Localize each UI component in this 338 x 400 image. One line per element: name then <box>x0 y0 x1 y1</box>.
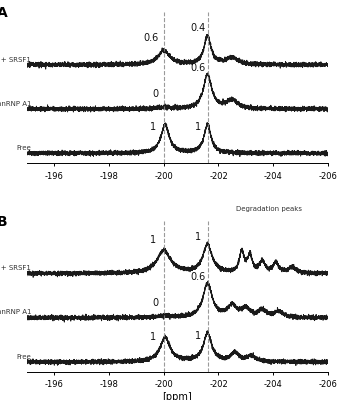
Text: 0: 0 <box>152 298 159 308</box>
Text: 1: 1 <box>195 331 201 341</box>
Text: Degradation peaks: Degradation peaks <box>236 206 302 212</box>
Text: 1: 1 <box>195 232 201 242</box>
Text: 0.6: 0.6 <box>144 33 159 43</box>
X-axis label: [ppm]: [ppm] <box>163 392 192 400</box>
Text: Free: Free <box>16 354 31 360</box>
Text: 1: 1 <box>150 122 156 132</box>
Text: 1: 1 <box>150 235 156 245</box>
Text: 1: 1 <box>150 332 156 342</box>
Text: + Sam68 + SRSF1: + Sam68 + SRSF1 <box>0 265 31 271</box>
Text: + Sam68 + SRSF1: + Sam68 + SRSF1 <box>0 56 31 62</box>
Text: 0: 0 <box>152 89 159 99</box>
Text: B: B <box>0 215 7 229</box>
Text: + Sam68 + hnRNP A1: + Sam68 + hnRNP A1 <box>0 101 31 107</box>
Text: A: A <box>0 6 8 20</box>
Text: Free: Free <box>16 145 31 151</box>
Text: + Sam68 + hnRNP A1: + Sam68 + hnRNP A1 <box>0 310 31 316</box>
Text: 0.4: 0.4 <box>190 24 206 34</box>
Text: 0.6: 0.6 <box>190 272 206 282</box>
Text: 0.6: 0.6 <box>190 63 206 73</box>
Text: 1: 1 <box>195 122 201 132</box>
